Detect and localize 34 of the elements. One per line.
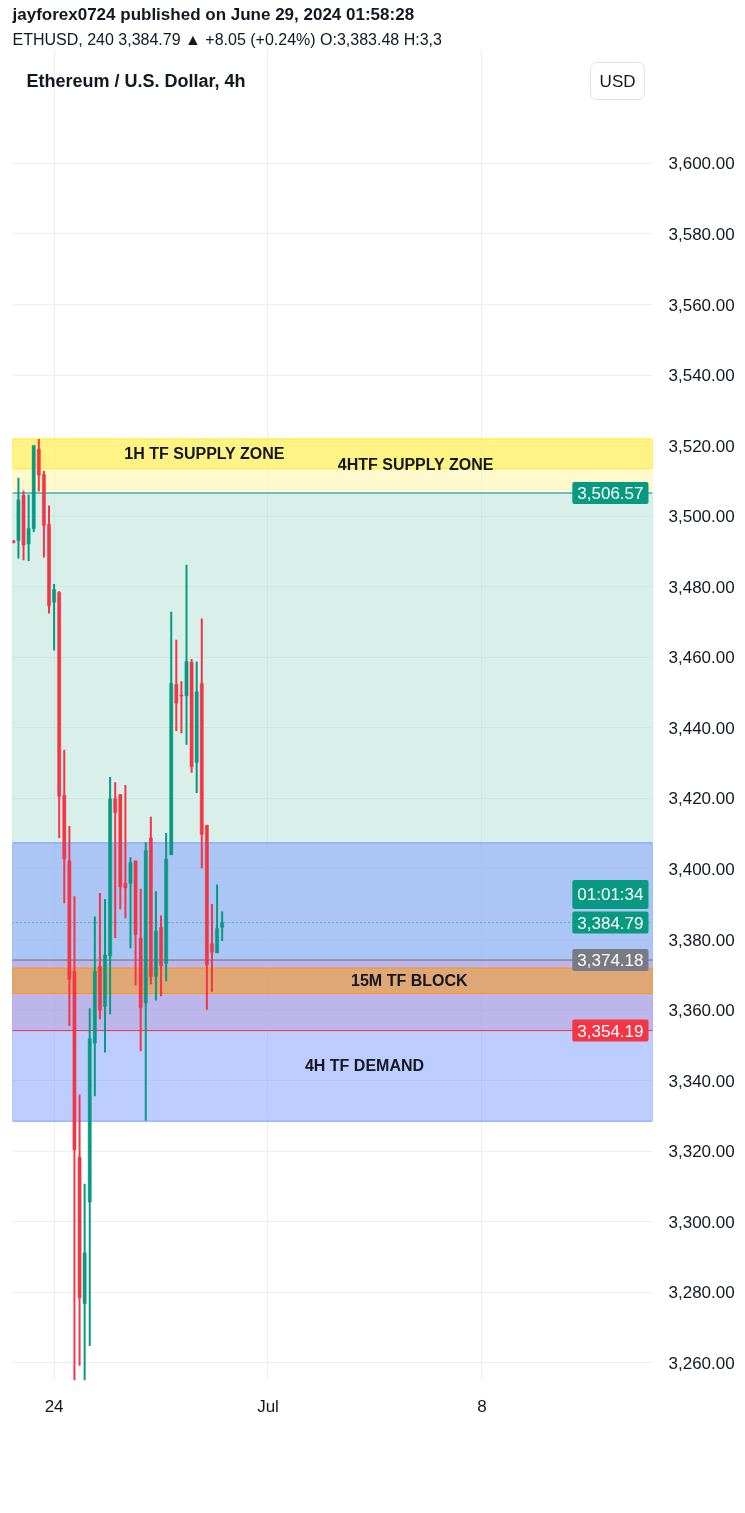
chart-title: jayforex0724 published on June 29, 2024 01:58:28 bbox=[11, 4, 415, 24]
y-tick-label: 3,520.00 bbox=[668, 436, 735, 456]
annotation: Ethereum / U.S. Dollar, 4h bbox=[26, 70, 246, 91]
ref-line-label: 3,354.19 bbox=[577, 1021, 644, 1041]
band-label: 1H TF SUPPLY ZONE bbox=[124, 445, 285, 463]
y-tick-label: 3,540.00 bbox=[668, 366, 735, 386]
ref-line-label: 3,374.18 bbox=[577, 951, 644, 971]
y-tick-label: 3,300.00 bbox=[668, 1212, 735, 1232]
y-tick-label: 3,400.00 bbox=[668, 859, 735, 879]
y-tick-label: 3,260.00 bbox=[668, 1353, 735, 1373]
x-tick-label: Jul bbox=[257, 1396, 279, 1416]
y-tick-label: 3,420.00 bbox=[668, 789, 735, 809]
y-tick-label: 3,480.00 bbox=[668, 577, 735, 597]
annotation: 01:01:34 bbox=[577, 885, 644, 905]
y-tick-label: 3,340.00 bbox=[668, 1071, 735, 1091]
band-label: 4HTF SUPPLY ZONE bbox=[337, 455, 494, 473]
x-tick-label: 24 bbox=[44, 1396, 64, 1416]
chart-subtitle: ETHUSD, 240 3,384.79 ▲ +8.05 (+0.24%) O:3,383.48 H:3,3 bbox=[12, 30, 443, 48]
annotation: USD bbox=[599, 71, 636, 91]
y-tick-label: 3,380.00 bbox=[668, 930, 735, 950]
y-tick-label: 3,500.00 bbox=[668, 507, 735, 527]
y-tick-label: 3,280.00 bbox=[668, 1283, 735, 1303]
band-label: 4H TF DEMAND bbox=[304, 1057, 425, 1075]
y-tick-label: 3,360.00 bbox=[668, 1001, 735, 1021]
ref-line-label: 3,506.57 bbox=[577, 484, 644, 503]
y-tick-label: 3,600.00 bbox=[668, 154, 735, 174]
band-label: 15M TF BLOCK bbox=[351, 972, 468, 990]
y-tick-label: 3,440.00 bbox=[668, 718, 735, 738]
y-tick-label: 3,320.00 bbox=[668, 1142, 735, 1162]
ref-line-label: 3,384.79 bbox=[577, 913, 644, 933]
y-tick-label: 3,580.00 bbox=[668, 224, 735, 244]
x-tick-label: 8 bbox=[477, 1396, 487, 1416]
y-tick-label: 3,460.00 bbox=[668, 648, 735, 668]
y-tick-label: 3,560.00 bbox=[668, 295, 735, 315]
